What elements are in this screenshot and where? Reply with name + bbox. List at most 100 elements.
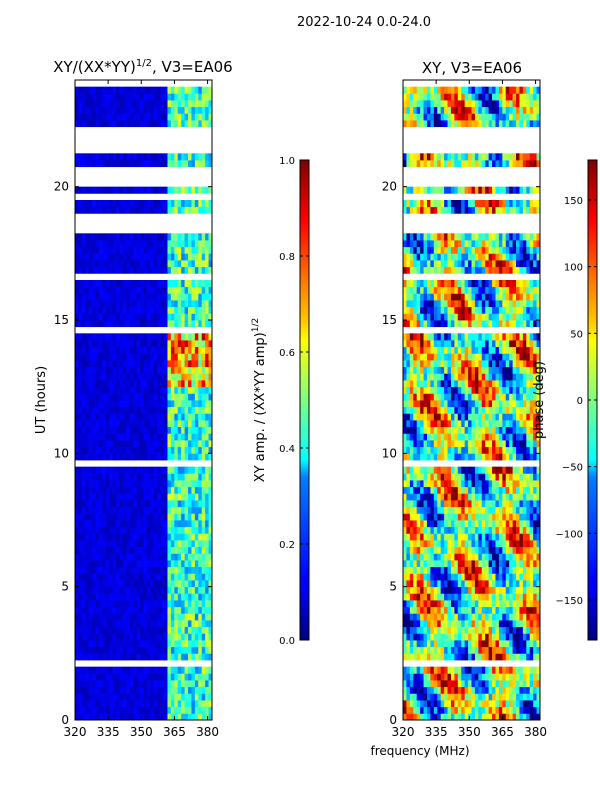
left-heatmap-cell: [85, 87, 89, 94]
left-heatmap-cell: [191, 587, 195, 594]
left-heatmap-cell: [181, 113, 185, 120]
left-heatmap-cell: [102, 627, 106, 634]
right-heatmap-cell: [441, 593, 445, 600]
right-heatmap-cell: [441, 647, 445, 654]
right-heatmap-cell: [441, 713, 445, 720]
left-heatmap-cell: [85, 593, 89, 600]
left-heatmap-cell: [178, 467, 182, 474]
left-heatmap-cell: [202, 713, 206, 720]
left-heatmap-cell: [96, 580, 100, 587]
right-heatmap-cell: [485, 467, 489, 474]
left-heatmap-cell: [202, 707, 206, 714]
right-heatmap-cell: [434, 553, 438, 560]
left-heatmap-cell: [205, 573, 209, 580]
left-heatmap-cell: [202, 260, 206, 267]
left-heatmap-cell: [113, 240, 117, 247]
right-heatmap-cell: [420, 680, 424, 687]
left-heatmap-cell: [154, 487, 158, 494]
right-heatmap-cell: [533, 713, 537, 720]
left-heatmap-cell: [89, 440, 93, 447]
right-heatmap-cell: [465, 587, 469, 594]
left-heatmap-cell: [202, 120, 206, 127]
left-heatmap-cell: [106, 120, 110, 127]
left-heatmap-cell: [198, 573, 202, 580]
left-heatmap-cell: [109, 560, 113, 567]
left-heatmap-cell: [137, 100, 141, 107]
left-heatmap-cell: [191, 307, 195, 314]
left-heatmap-cell: [202, 620, 206, 627]
right-heatmap-cell: [492, 447, 496, 454]
right-heatmap-cell: [513, 627, 517, 634]
right-heatmap-cell: [495, 420, 499, 427]
right-heatmap-cell: [509, 687, 513, 694]
left-heatmap-cell: [82, 367, 86, 374]
right-heatmap-cell: [509, 700, 513, 707]
left-heatmap-cell: [140, 347, 144, 354]
left-heatmap-cell: [75, 493, 79, 500]
right-heatmap-cell: [451, 453, 455, 460]
left-heatmap-cell: [198, 707, 202, 714]
left-heatmap-cell: [191, 527, 195, 534]
left-heatmap-cell: [171, 407, 175, 414]
left-heatmap-cell: [144, 480, 148, 487]
left-heatmap-cell: [198, 600, 202, 607]
left-heatmap-cell: [82, 653, 86, 660]
left-heatmap-cell: [147, 87, 151, 94]
right-heatmap-cell: [499, 533, 503, 540]
right-heatmap-cell: [489, 593, 493, 600]
right-heatmap-cell: [448, 713, 452, 720]
left-heatmap-cell: [123, 313, 127, 320]
left-heatmap-cell: [150, 627, 154, 634]
left-heatmap-cell: [126, 420, 130, 427]
left-heatmap-cell: [85, 293, 89, 300]
left-heatmap-cell: [161, 300, 165, 307]
right-heatmap-cell: [420, 560, 424, 567]
right-heatmap-cell: [420, 420, 424, 427]
left-heatmap-cell: [106, 467, 110, 474]
left-heatmap-cell: [164, 293, 168, 300]
left-heatmap-cell: [195, 187, 199, 194]
right-heatmap-cell: [475, 473, 479, 480]
right-heatmap-cell: [417, 613, 421, 620]
right-heatmap-cell: [499, 687, 503, 694]
left-heatmap-cell: [123, 700, 127, 707]
left-heatmap-cell: [140, 487, 144, 494]
right-heatmap-cell: [444, 427, 448, 434]
left-heatmap-cell: [137, 160, 141, 167]
left-heatmap-cell: [185, 627, 189, 634]
right-heatmap-cell: [448, 627, 452, 634]
left-heatmap-cell: [133, 580, 137, 587]
left-heatmap-cell: [164, 573, 168, 580]
right-heatmap-cell: [506, 447, 510, 454]
right-heatmap-cell: [448, 547, 452, 554]
left-heatmap-cell: [85, 380, 89, 387]
right-heatmap-cell: [472, 620, 476, 627]
left-heatmap-cell: [191, 640, 195, 647]
right-heatmap-cell: [502, 600, 506, 607]
left-heatmap-cell: [82, 453, 86, 460]
left-heatmap-cell: [198, 507, 202, 514]
left-heatmap-cell: [133, 627, 137, 634]
right-heatmap-cell: [472, 447, 476, 454]
left-heatmap-cell: [85, 520, 89, 527]
left-heatmap-cell: [130, 693, 134, 700]
right-heatmap-cell: [451, 707, 455, 714]
right-heatmap-cell: [530, 480, 534, 487]
left-heatmap-cell: [137, 473, 141, 480]
left-heatmap-cell: [133, 560, 137, 567]
left-heatmap-cell: [113, 540, 117, 547]
right-heatmap-cell: [523, 520, 527, 527]
left-heatmap-cell: [205, 580, 209, 587]
left-heatmap-cell: [198, 587, 202, 594]
left-heatmap-cell: [130, 673, 134, 680]
left-heatmap-cell: [144, 313, 148, 320]
left-heatmap-cell: [161, 307, 165, 314]
right-heatmap-cell: [509, 613, 513, 620]
left-heatmap-cell: [116, 593, 120, 600]
left-heatmap-cell: [120, 100, 124, 107]
left-heatmap-cell: [144, 687, 148, 694]
right-heatmap-cell: [451, 427, 455, 434]
left-heatmap-cell: [154, 507, 158, 514]
left-heatmap-cell: [85, 673, 89, 680]
left-heatmap-cell: [185, 693, 189, 700]
